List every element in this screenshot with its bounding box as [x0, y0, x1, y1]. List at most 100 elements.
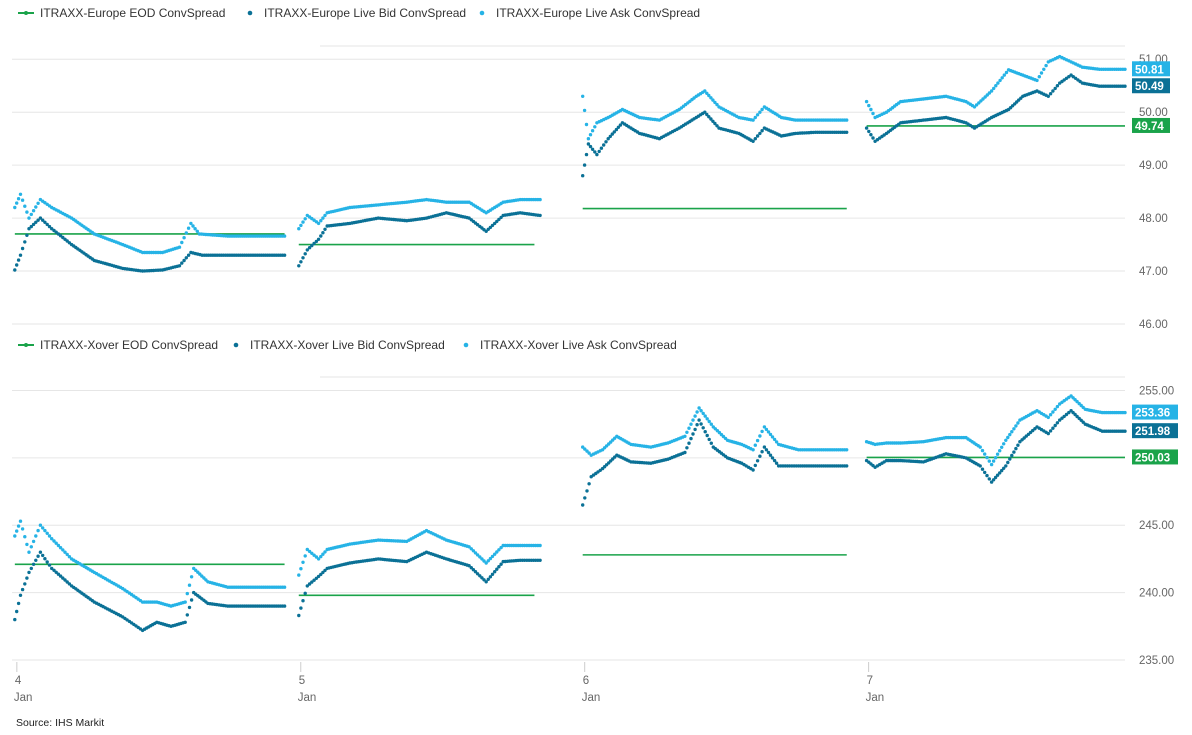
data-point	[772, 437, 777, 442]
data-point	[314, 239, 319, 244]
data-point	[987, 459, 991, 463]
data-point	[20, 198, 25, 202]
data-point	[980, 448, 985, 453]
data-point	[768, 453, 773, 457]
data-point	[691, 432, 695, 436]
data-point	[707, 437, 711, 442]
legend-label: ITRAXX-Europe Live Bid ConvSpread	[264, 6, 466, 20]
data-point	[869, 107, 873, 112]
data-point	[488, 556, 493, 561]
data-point	[978, 445, 982, 449]
data-point	[538, 558, 542, 562]
data-point	[586, 137, 591, 141]
data-point	[1012, 427, 1016, 431]
data-point	[303, 252, 307, 256]
data-point	[871, 136, 875, 140]
y-tick-label: 245.00	[1139, 520, 1174, 532]
data-point	[36, 201, 40, 205]
data-point	[189, 575, 194, 579]
data-point	[1051, 426, 1055, 430]
data-point	[47, 534, 52, 538]
data-point	[18, 253, 23, 257]
data-point	[758, 434, 762, 438]
badge-value: 251.98	[1135, 426, 1171, 438]
data-point	[983, 452, 987, 456]
data-point	[25, 542, 29, 547]
data-point	[583, 496, 587, 500]
data-point	[323, 213, 327, 218]
data-point	[993, 456, 998, 460]
data-point	[310, 580, 314, 584]
data-point	[184, 231, 188, 235]
data-point	[1123, 67, 1127, 72]
data-point	[31, 209, 36, 213]
legend[interactable]: ITRAXX-Xover EOD ConvSpread ITRAXX-Xover …	[18, 338, 677, 352]
data-point	[753, 137, 757, 141]
data-point	[31, 539, 36, 544]
data-point	[538, 543, 542, 548]
data-point	[989, 89, 994, 93]
data-point	[581, 174, 585, 178]
data-point	[978, 464, 982, 468]
data-point	[703, 414, 707, 418]
data-point	[56, 543, 61, 548]
data-point	[683, 434, 687, 438]
data-point	[299, 606, 303, 610]
data-point	[312, 553, 316, 557]
data-point	[31, 222, 36, 227]
data-point	[604, 140, 608, 144]
legend-item[interactable]: ITRAXX-Xover Live Bid ConvSpread	[233, 338, 445, 352]
data-point	[703, 110, 707, 114]
data-point	[985, 473, 989, 478]
data-point	[705, 91, 709, 96]
legend[interactable]: ITRAXX-Europe EOD ConvSpread ITRAXX-Europ…	[18, 6, 700, 20]
data-point	[1039, 71, 1044, 75]
data-point	[47, 224, 52, 229]
legend-label: ITRAXX-Xover Live Ask ConvSpread	[480, 338, 677, 352]
data-point	[1035, 78, 1039, 83]
data-point	[713, 100, 717, 105]
data-point	[751, 448, 755, 452]
data-point	[61, 548, 65, 552]
data-point	[755, 459, 760, 463]
data-point	[869, 133, 873, 137]
data-point	[993, 475, 998, 480]
eod-series	[14, 456, 1125, 597]
data-point	[305, 248, 309, 252]
data-point	[762, 425, 767, 429]
data-point	[695, 410, 699, 414]
data-point	[184, 256, 188, 260]
data-point	[713, 121, 717, 126]
data-point	[758, 110, 762, 114]
data-point	[538, 197, 542, 202]
data-point	[484, 561, 488, 565]
data-point	[867, 103, 871, 108]
badge-value: 253.36	[1135, 408, 1170, 420]
data-point	[1123, 84, 1127, 88]
gridlines	[12, 45, 1125, 325]
legend-item[interactable]: ITRAXX-Europe EOD ConvSpread	[18, 6, 225, 20]
data-point	[864, 126, 869, 130]
legend-item[interactable]: ITRAXX-Xover Live Ask ConvSpread	[463, 338, 677, 352]
data-point	[323, 227, 327, 231]
x-tick-month: Jan	[582, 692, 601, 704]
data-point	[312, 241, 316, 246]
legend-item[interactable]: ITRAXX-Europe Live Ask ConvSpread	[479, 6, 700, 20]
data-point	[301, 599, 305, 603]
x-tick-day: 5	[299, 675, 305, 687]
data-point	[56, 572, 61, 576]
data-point	[282, 604, 287, 608]
data-point	[1055, 84, 1060, 88]
data-point	[590, 147, 595, 151]
data-point	[697, 418, 701, 422]
data-point	[705, 433, 709, 438]
y-tick-label: 240.00	[1139, 588, 1174, 600]
data-point	[484, 580, 488, 584]
data-point	[482, 578, 486, 582]
legend-item[interactable]: ITRAXX-Xover EOD ConvSpread	[18, 338, 218, 352]
data-point	[582, 108, 587, 113]
data-point	[760, 450, 764, 454]
data-point	[703, 89, 707, 93]
legend-item[interactable]: ITRAXX-Europe Live Bid ConvSpread	[247, 6, 466, 20]
data-point	[693, 427, 697, 432]
